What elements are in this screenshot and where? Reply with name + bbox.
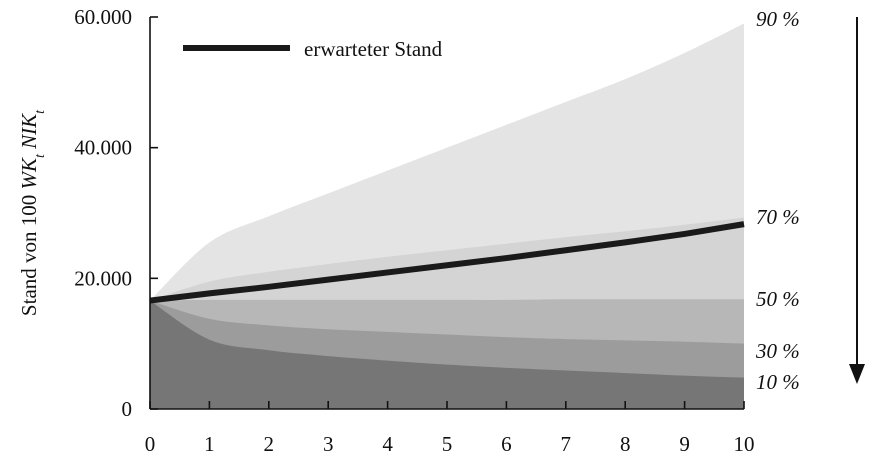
y-tick-label-60000: 60.000: [74, 5, 132, 29]
y-tick-label-20000: 20.000: [74, 266, 132, 290]
y-tick-label-0: 0: [122, 397, 133, 421]
y-axis-label-part-4: NIK: [17, 113, 41, 150]
quantile-label-2: 70 %: [756, 205, 800, 229]
expected-line-group: [149, 221, 745, 304]
x-tick-label-0: 0: [145, 432, 156, 456]
quantile-band-5: [150, 300, 744, 409]
x-tick-label-4: 4: [382, 432, 393, 456]
quantile-bands: [150, 23, 744, 410]
legend: erwarteter Stand: [183, 37, 443, 61]
x-tick-label-2: 2: [264, 432, 275, 456]
quantile-label-1: 90 %: [756, 7, 800, 31]
legend-label: erwarteter Stand: [304, 37, 443, 61]
quantile-label-5: 10 %: [756, 370, 800, 394]
y-axis-ticks: 0 20.000 40.000 60.000: [74, 5, 158, 421]
quantile-labels: 90 % 70 % 50 % 30 % 10 %: [755, 7, 800, 394]
x-tick-label-5: 5: [442, 432, 453, 456]
x-tick-label-10: 10: [734, 432, 755, 456]
x-tick-label-8: 8: [620, 432, 631, 456]
y-axis-label-part-5: t: [33, 109, 48, 114]
y-axis-label: Stand von 100 WKt NIKt: [17, 109, 48, 316]
x-tick-label-1: 1: [204, 432, 215, 456]
arrow-head: [849, 364, 865, 384]
x-axis-ticks: 0 1 2 3 4 5 6 7 8 9 10: [145, 401, 755, 456]
y-tick-label-40000: 40.000: [74, 136, 132, 160]
x-tick-label-7: 7: [561, 432, 572, 456]
y-axis-label-part-0: Stand von 100: [17, 189, 41, 316]
y-axis-label-part-2: t: [33, 153, 48, 158]
x-tick-label-3: 3: [323, 432, 334, 456]
y-axis-label-part-1: WK: [17, 157, 41, 189]
x-tick-label-6: 6: [501, 432, 512, 456]
quantile-label-4: 30 %: [755, 339, 800, 363]
quantile-label-3: 50 %: [756, 287, 800, 311]
arrow-group: [849, 17, 865, 384]
x-tick-label-9: 9: [679, 432, 690, 456]
